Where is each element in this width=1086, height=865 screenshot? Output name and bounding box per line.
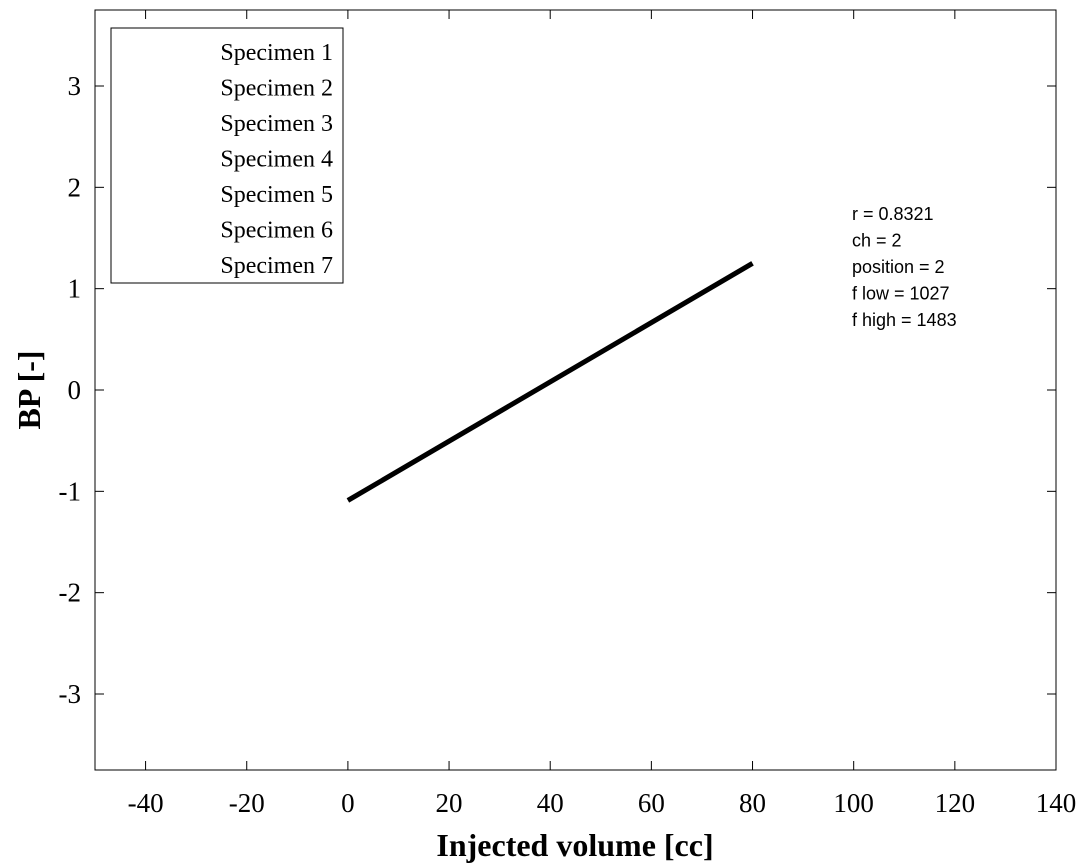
legend-entry: Specimen 7 (220, 253, 333, 279)
x-tick-label: -20 (229, 788, 265, 818)
y-tick-label: -3 (59, 679, 82, 709)
legend-entry: Specimen 6 (220, 218, 333, 244)
y-tick-label: -1 (59, 476, 82, 506)
x-tick-label: 120 (935, 788, 976, 818)
annotation-block: r = 0.8321 ch = 2 position = 2 f low = 1027… (852, 204, 957, 330)
x-axis-title: Injected volume [cc] (436, 827, 713, 863)
annotation-line: f low = 1027 (852, 284, 950, 304)
annotation-line: r = 0.8321 (852, 204, 934, 224)
y-tick-label: -2 (59, 578, 82, 608)
legend-entry: Specimen 5 (220, 182, 333, 208)
y-tick-label: 2 (68, 172, 82, 202)
legend-entry: Specimen 4 (220, 147, 333, 173)
x-tick-label: 20 (436, 788, 463, 818)
legend-entry: Specimen 2 (220, 76, 333, 102)
legend-entries: Specimen 1 Specimen 2 Specimen 3 Specimen 4… (220, 40, 333, 279)
series-group (346, 261, 754, 503)
legend-box (110, 27, 344, 284)
x-tick-labels: -40 -20 0 20 40 60 80 100 120 140 (128, 788, 1077, 818)
annotation-line: ch = 2 (852, 231, 902, 251)
legend: Specimen 1 Specimen 2 Specimen 3 Specimen 4… (110, 27, 344, 284)
x-tick-label: 0 (341, 788, 355, 818)
y-tick-label: 0 (68, 375, 82, 405)
series-line (346, 261, 754, 503)
y-tick-labels: -3 -2 -1 0 1 2 3 (59, 71, 82, 709)
ticks-group (95, 10, 1057, 770)
x-tick-label: 80 (739, 788, 766, 818)
x-tick-label: 60 (638, 788, 665, 818)
y-tick-label: 1 (68, 274, 82, 304)
x-tick-label: 40 (537, 788, 564, 818)
legend-entry: Specimen 1 (220, 40, 333, 66)
x-tick-label: -40 (128, 788, 164, 818)
annotation-line: f high = 1483 (852, 310, 957, 330)
y-tick-label: 3 (68, 71, 82, 101)
x-tick-label: 100 (833, 788, 874, 818)
y-axis-title: BP [-] (11, 350, 47, 429)
legend-entry: Specimen 3 (220, 111, 333, 137)
x-tick-label: 140 (1036, 788, 1077, 818)
annotation-line: position = 2 (852, 257, 945, 277)
